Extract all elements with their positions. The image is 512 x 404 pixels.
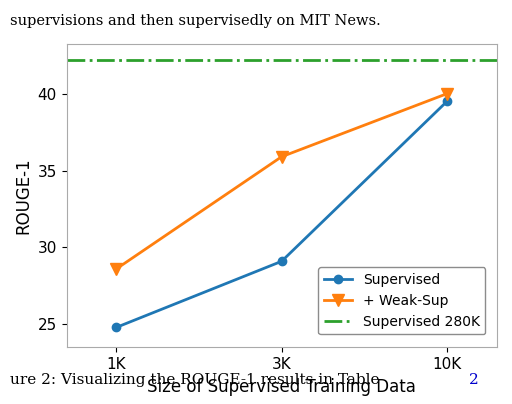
Legend: Supervised, + Weak-Sup, Supervised 280K: Supervised, + Weak-Sup, Supervised 280K bbox=[318, 267, 485, 335]
Text: ure 2: Visualizing the ROUGE-1 results in Table: ure 2: Visualizing the ROUGE-1 results i… bbox=[10, 373, 385, 387]
X-axis label: Size of Supervised Training Data: Size of Supervised Training Data bbox=[147, 378, 416, 396]
Supervised bbox=[113, 325, 119, 330]
+ Weak-Sup bbox=[279, 154, 285, 159]
Text: supervisions and then supervisedly on MIT News.: supervisions and then supervisedly on MI… bbox=[10, 14, 381, 28]
Supervised 280K bbox=[113, 57, 119, 62]
Supervised bbox=[279, 259, 285, 264]
Line: Supervised: Supervised bbox=[112, 97, 451, 332]
+ Weak-Sup bbox=[444, 91, 450, 96]
Y-axis label: ROUGE-1: ROUGE-1 bbox=[14, 158, 32, 234]
Supervised bbox=[444, 99, 450, 104]
+ Weak-Sup bbox=[113, 267, 119, 271]
Text: 2: 2 bbox=[468, 373, 478, 387]
Line: + Weak-Sup: + Weak-Sup bbox=[111, 88, 453, 275]
